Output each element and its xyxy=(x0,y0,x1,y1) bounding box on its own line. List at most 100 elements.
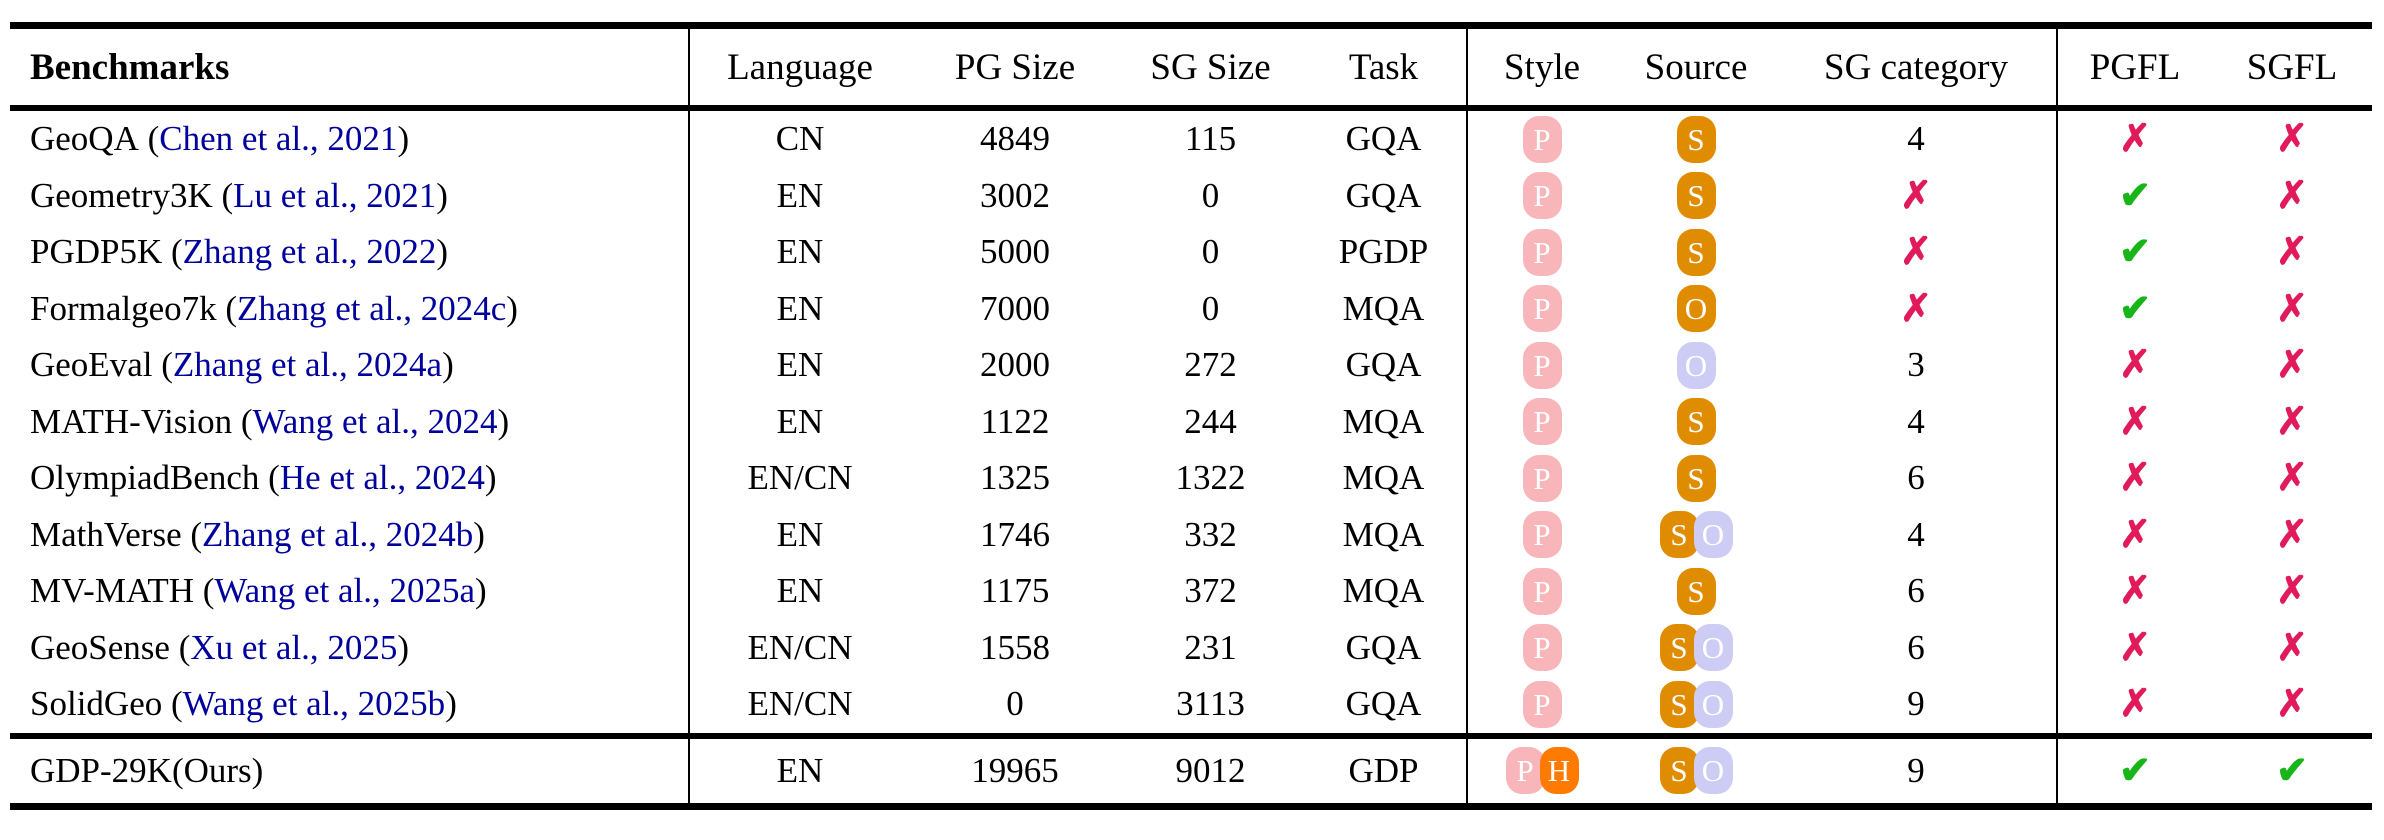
pgfl-cross-mark: ✗ xyxy=(2119,344,2151,387)
table-body: GeoQA (Chen et al., 2021) CN 4849 115 GQA P S 4… xyxy=(10,111,2372,733)
sg-category-cell: ✗ xyxy=(1776,168,2056,225)
benchmark-name: PGDP5K xyxy=(30,232,163,272)
sg-size-cell-value: 244 xyxy=(1184,401,1237,441)
citation-link[interactable]: Wang et al., 2025b xyxy=(182,684,446,724)
language-cell: EN/CN xyxy=(688,450,910,507)
style-badge-p: P xyxy=(1522,567,1562,615)
table-row-gdp-29k-ours: GDP-29K(Ours) EN 19965 9012 GDP P H S O 9 ✔ ✔ xyxy=(10,738,2372,803)
sg-category-value: 6 xyxy=(1907,571,1925,611)
sg-size-cell-value: 0 xyxy=(1201,232,1220,272)
task-cell-value: MQA xyxy=(1342,288,1425,328)
column-header-source: Source xyxy=(1616,29,1776,105)
pgfl-cell: ✗ xyxy=(2056,676,2212,733)
pgfl-cell: ✗ xyxy=(2056,393,2212,450)
citation-open-paren: ( xyxy=(232,401,253,441)
benchmark-name-cell: MV-MATH (Wang et al., 2025a) xyxy=(10,563,688,620)
style-cell: P xyxy=(1466,450,1616,507)
benchmark-name-cell: MATH-Vision (Wang et al., 2024) xyxy=(10,394,688,451)
language-cell-value: EN xyxy=(776,571,824,611)
benchmark-name-cell: Formalgeo7k (Zhang et al., 2024c) xyxy=(10,281,688,338)
pgfl-cross-mark: ✗ xyxy=(2119,513,2151,556)
table-ours-section: GDP-29K(Ours) EN 19965 9012 GDP P H S O 9 ✔ ✔ xyxy=(10,738,2372,803)
column-header-sg-size: SG Size xyxy=(1120,29,1301,105)
sgfl-cross-mark: ✗ xyxy=(2276,626,2308,669)
language-cell: EN xyxy=(688,563,910,620)
style-badge-p: P xyxy=(1522,398,1562,446)
citation-link[interactable]: Zhang et al., 2022 xyxy=(182,232,437,272)
citation-link[interactable]: He et al., 2024 xyxy=(279,458,485,498)
benchmark-name: OlympiadBench xyxy=(30,458,260,498)
style-badge-p: P xyxy=(1522,285,1562,333)
style-cell: P xyxy=(1466,337,1616,394)
sgfl-check-mark: ✔ xyxy=(2276,749,2308,792)
column-header-benchmarks: Benchmarks xyxy=(10,29,688,105)
pgfl-cross-mark: ✗ xyxy=(2119,118,2151,161)
task-cell-value: PGDP xyxy=(1338,232,1429,272)
sg-size-cell-value: 231 xyxy=(1184,627,1237,667)
task-cell-value: GQA xyxy=(1345,684,1422,724)
pg-size-cell-value: 19965 xyxy=(971,750,1059,790)
language-cell: EN xyxy=(688,224,910,281)
source-badge-s: S xyxy=(1676,398,1716,446)
language-cell: EN xyxy=(688,393,910,450)
source-badge-s: S xyxy=(1659,680,1699,728)
language-cell-value: EN/CN xyxy=(747,627,853,667)
citation-link[interactable]: Zhang et al., 2024b xyxy=(202,514,474,554)
task-cell: GDP xyxy=(1301,739,1466,803)
source-cell: S xyxy=(1616,450,1776,507)
citation-open-paren: ( xyxy=(259,458,280,498)
citation-link[interactable]: Xu et al., 2025 xyxy=(190,627,398,667)
sg-size-cell: 272 xyxy=(1120,337,1301,394)
task-cell: MQA xyxy=(1301,507,1466,564)
column-header-label: Style xyxy=(1503,46,1581,88)
sg-category-value: 4 xyxy=(1907,514,1925,554)
citation-link[interactable]: Lu et al., 2021 xyxy=(233,175,437,215)
table-header-rule xyxy=(10,105,2372,111)
benchmark-name: MATH-Vision xyxy=(30,401,233,441)
column-header-label: SG category xyxy=(1824,46,2008,88)
table-bottom-rule xyxy=(10,802,2372,810)
citation-open-paren: ( xyxy=(212,175,234,215)
pg-size-cell: 1746 xyxy=(910,507,1120,564)
sg-category-cell: 4 xyxy=(1776,507,2056,564)
sg-size-cell-value: 3113 xyxy=(1176,684,1245,724)
style-badge-h: H xyxy=(1539,747,1579,794)
language-cell: EN xyxy=(688,167,910,224)
benchmark-name-cell: GeoSense (Xu et al., 2025) xyxy=(10,620,688,677)
column-header-label: Task xyxy=(1348,46,1419,88)
source-badge-o: O xyxy=(1693,511,1733,559)
style-badge-p: P xyxy=(1522,341,1562,389)
task-cell-value: GQA xyxy=(1345,119,1422,159)
sgfl-cell: ✗ xyxy=(2212,111,2372,168)
citation-link[interactable]: Wang et al., 2025a xyxy=(214,571,475,611)
task-cell: GQA xyxy=(1301,337,1466,394)
language-cell: EN xyxy=(688,506,910,563)
style-badge-p: P xyxy=(1522,454,1562,502)
citation-link[interactable]: Zhang et al., 2024a xyxy=(172,345,443,385)
benchmark-name: MV-MATH xyxy=(30,571,195,611)
language-cell-value: EN/CN xyxy=(747,684,853,724)
benchmark-name-cell: Geometry3K (Lu et al., 2021) xyxy=(10,168,688,225)
language-cell: EN/CN xyxy=(688,619,910,676)
sg-size-cell-value: 1322 xyxy=(1175,458,1246,498)
sg-size-cell-value: 0 xyxy=(1201,288,1220,328)
table-row-geometry3k: Geometry3K (Lu et al., 2021) EN 3002 0 GQA P S… xyxy=(10,167,2372,225)
pg-size-cell: 1122 xyxy=(910,394,1120,451)
sg-category-value: 4 xyxy=(1907,401,1925,441)
style-badge-p: P xyxy=(1522,172,1562,220)
citation-link[interactable]: Wang et al., 2024 xyxy=(252,401,498,441)
citation-link[interactable]: Zhang et al., 2024c xyxy=(237,288,507,328)
sg-size-cell: 0 xyxy=(1120,281,1301,338)
pg-size-cell-value: 3002 xyxy=(980,175,1050,215)
citation-link[interactable]: Chen et al., 2021 xyxy=(159,119,398,159)
benchmark-name-cell: PGDP5K (Zhang et al., 2022) xyxy=(10,224,688,281)
column-header-pg-size: PG Size xyxy=(910,29,1120,105)
sg-category-cell: 6 xyxy=(1776,450,2056,507)
style-badge-p: P xyxy=(1522,115,1562,163)
task-cell: MQA xyxy=(1301,394,1466,451)
table-top-rule xyxy=(10,22,2372,29)
source-badge-s: S xyxy=(1676,454,1716,502)
